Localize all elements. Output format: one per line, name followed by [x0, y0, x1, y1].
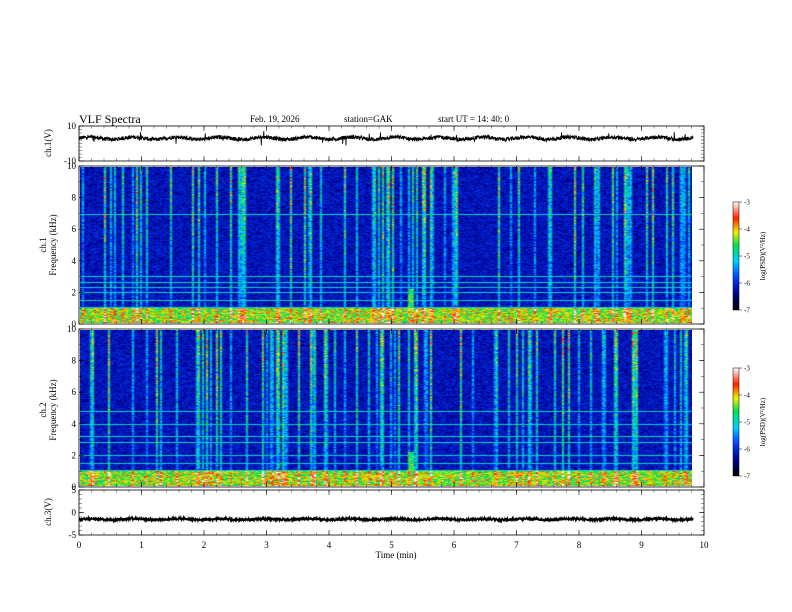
ch2-colorbar [732, 367, 740, 477]
ch1-wave-trace [78, 131, 694, 146]
y-tick-label: 0 [72, 508, 77, 518]
x-tick-label: 8 [577, 540, 582, 550]
y-tick-label: -5 [69, 530, 77, 540]
ch1-spectrogram-image [80, 167, 692, 323]
y-tick-label: 8 [72, 193, 77, 203]
y-tick-label: 0 [72, 482, 77, 492]
x-tick-label: 3 [264, 540, 269, 550]
x-axis-label: Time (min) [376, 550, 417, 560]
ch3-wave-frame [78, 489, 705, 536]
ch1-colorbar-label: log(PSD)(V²/Hz) [759, 231, 767, 280]
colorbar-tick-label: -3 [744, 199, 750, 207]
y-tick-label: -10 [64, 156, 76, 166]
y-tick-label: 10 [67, 324, 77, 334]
ch1-wave-frame [78, 125, 705, 162]
ch1-spec-ylabel-top: ch.1 [38, 237, 48, 252]
x-tick-label: 1 [139, 540, 144, 550]
ch2-spectrogram-image [80, 330, 692, 486]
colorbar-tick-label: -5 [744, 419, 750, 427]
y-tick-label: 4 [72, 256, 77, 266]
ch3-wave-trace [78, 514, 694, 524]
chart-title: VLF Spectra [79, 112, 141, 126]
colorbar-tick-label: -7 [744, 307, 750, 315]
colorbar-tick-label: -6 [744, 446, 750, 454]
x-tick-label: 6 [452, 540, 457, 550]
colorbar-tick-label: -4 [744, 392, 750, 400]
ch2-colorbar-label: log(PSD)(V²/Hz) [759, 397, 767, 446]
x-tick-label: 9 [639, 540, 644, 550]
y-tick-label: 4 [72, 419, 77, 429]
y-tick-label: 5 [72, 485, 77, 495]
colorbar-tick-label: -5 [744, 253, 750, 261]
x-tick-label: 4 [327, 540, 332, 550]
colorbar-tick-label: -3 [744, 365, 750, 373]
ch2-spec-ylabel-top: ch.2 [38, 402, 48, 417]
x-tick-label: 10 [700, 540, 710, 550]
x-tick-label: 5 [389, 540, 394, 550]
y-tick-label: 6 [72, 387, 77, 397]
y-tick-label: 10 [67, 161, 77, 171]
date-label: Feb. 19, 2026 [250, 114, 300, 124]
x-tick-label: 0 [77, 540, 82, 550]
y-tick-label: 2 [72, 287, 77, 297]
colorbar-tick-label: -6 [744, 280, 750, 288]
y-tick-label: 2 [72, 450, 77, 460]
y-tick-label: 6 [72, 224, 77, 234]
x-tick-label: 2 [202, 540, 207, 550]
y-tick-label: 10 [67, 121, 77, 131]
colorbar-tick-label: -4 [744, 226, 750, 234]
colorbar-tick-label: -7 [744, 473, 750, 481]
ch1-colorbar [732, 201, 740, 311]
y-tick-label: 8 [72, 356, 77, 366]
start-time-label: start UT = 14: 40: 0 [438, 114, 510, 124]
y-tick-label: 0 [72, 319, 77, 329]
ch1-wave-ylabel: ch.1(V) [43, 129, 53, 157]
station-label: station=GAK [344, 114, 393, 124]
ch3-wave-ylabel: ch.3(V) [43, 498, 53, 526]
x-tick-label: 7 [514, 540, 519, 550]
ch1-spec-ylabel: Frequency (kHz) [48, 214, 58, 275]
ch2-spec-ylabel: Frequency (kHz) [48, 379, 58, 440]
